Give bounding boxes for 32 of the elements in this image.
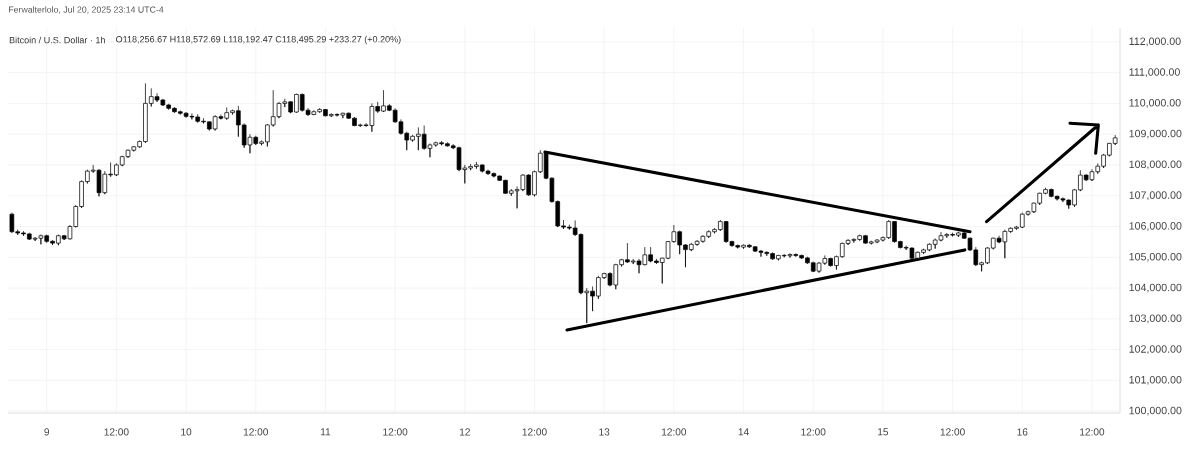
y-tick-label: 111,000.00 bbox=[1129, 68, 1180, 77]
y-tick-label: 108,000.00 bbox=[1129, 160, 1182, 170]
text: Ferwalterlolo, Jul 20, 2025 23:14 UTC-4 bbox=[9, 6, 164, 14]
y-tick-label: 110,000.00 bbox=[1129, 99, 1181, 108]
x-tick-label: 15 bbox=[878, 428, 889, 436]
x-tick-label: 12:00 bbox=[801, 428, 826, 436]
x-tick-label: 12 bbox=[459, 428, 470, 436]
text: O118,256.67 H118,572.69 L118,192.47 C118,495.29 +233.27 (+0.20%) bbox=[116, 35, 401, 45]
y-tick-label: 101,000.00 bbox=[1129, 375, 1182, 385]
x-tick-label: 16 bbox=[1017, 428, 1028, 436]
x-tick-label: 12:00 bbox=[243, 428, 269, 436]
x-tick-label: 12:00 bbox=[383, 428, 408, 436]
x-tick-label: 13 bbox=[599, 428, 610, 436]
x-tick-label: 12:00 bbox=[522, 428, 547, 436]
y-tick-label: 105,000.00 bbox=[1129, 252, 1182, 262]
y-tick-label: 109,000.00 bbox=[1129, 129, 1182, 139]
x-tick-label: 9 bbox=[44, 428, 50, 436]
y-tick-label: 107,000.00 bbox=[1129, 191, 1182, 201]
y-tick-label: 100,000.00 bbox=[1129, 406, 1182, 416]
x-tick-label: 10 bbox=[181, 428, 192, 436]
x-tick-label: 12:00 bbox=[662, 428, 687, 436]
x-tick-label: 12:00 bbox=[1080, 428, 1105, 436]
y-tick-label: 104,000.00 bbox=[1129, 283, 1182, 293]
x-tick-label: 12:00 bbox=[940, 428, 965, 436]
y-tick-label: 106,000.00 bbox=[1129, 222, 1182, 231]
text: Bitcoin / U.S. Dollar · 1h bbox=[9, 36, 105, 44]
y-tick-label: 102,000.00 bbox=[1129, 345, 1182, 354]
x-tick-label: 12:00 bbox=[104, 428, 129, 436]
x-tick-label: 14 bbox=[738, 428, 749, 436]
y-tick-label: 112,000.00 bbox=[1129, 37, 1181, 47]
x-tick-label: 11 bbox=[320, 428, 331, 436]
y-tick-label: 103,000.00 bbox=[1129, 314, 1182, 324]
